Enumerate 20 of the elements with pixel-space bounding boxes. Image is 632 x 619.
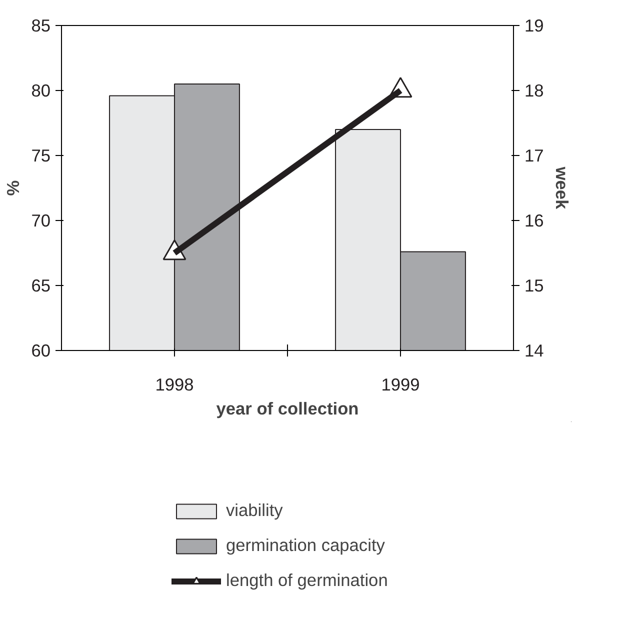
y-axis-title: % xyxy=(3,180,24,196)
y-tick-label: 65 xyxy=(31,276,51,296)
legend-label: germination capacity xyxy=(226,535,385,556)
x-tick-label: 1998 xyxy=(155,374,194,394)
y-tick-label: 70 xyxy=(31,210,51,230)
y-tick-label: 60 xyxy=(31,340,51,360)
y-tick-label: 80 xyxy=(31,80,51,100)
y2-tick-label: 14 xyxy=(524,340,544,360)
y2-tick-label: 15 xyxy=(524,276,544,296)
legend-label: length of germination xyxy=(226,570,388,591)
x-tick-label: 1999 xyxy=(381,374,420,394)
y-tick-label: 75 xyxy=(31,146,51,166)
legend-label: viability xyxy=(226,500,283,521)
x-axis-title: year of collection xyxy=(216,398,359,418)
y2-tick-label: 19 xyxy=(524,16,544,36)
y-tick-label: 85 xyxy=(31,16,51,36)
y2-tick-label: 17 xyxy=(524,146,544,166)
y2-axis-title: week xyxy=(552,166,572,210)
y2-tick-label: 16 xyxy=(524,210,544,230)
y2-tick-label: 18 xyxy=(524,80,544,100)
